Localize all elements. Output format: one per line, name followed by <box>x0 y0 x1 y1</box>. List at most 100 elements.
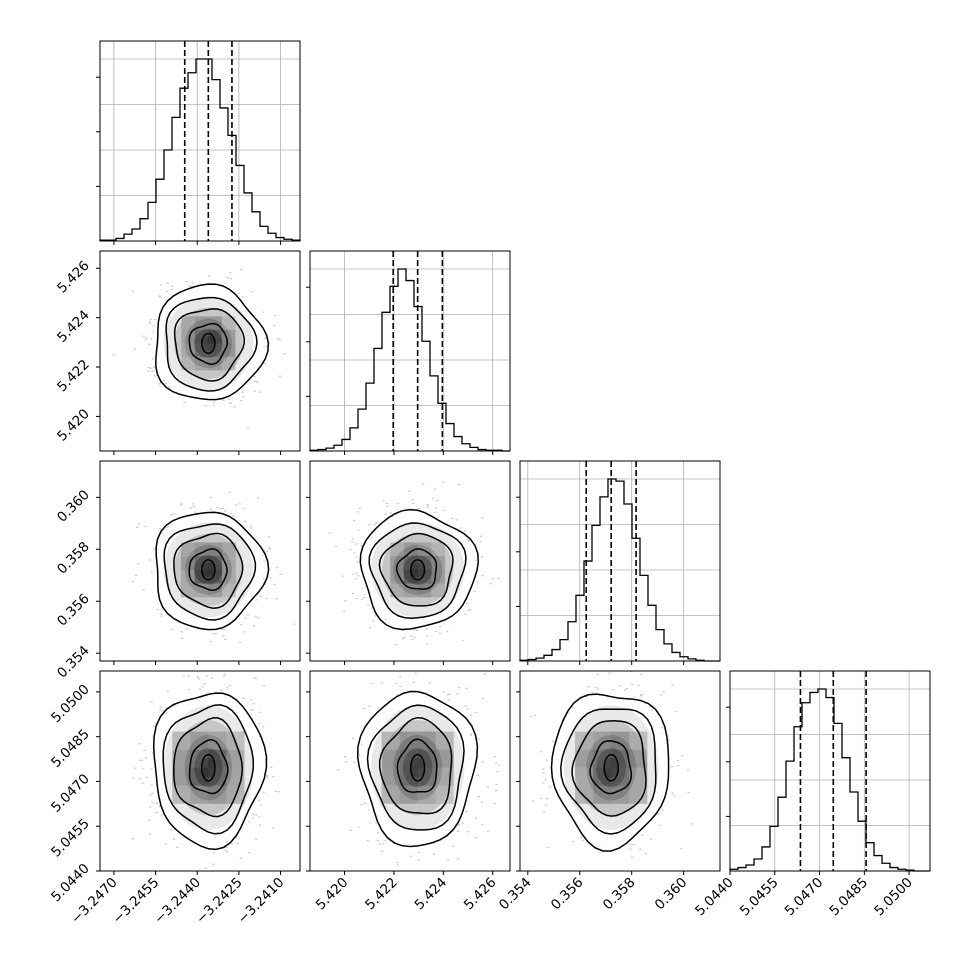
panel-3-0: −3.2470−3.2455−3.2440−3.2425−3.24105.044… <box>48 670 301 928</box>
contour-line <box>359 508 480 631</box>
contour-line <box>550 693 670 852</box>
y-tick-label: 5.0500 <box>48 681 93 726</box>
density-pixel <box>181 356 195 371</box>
histogram-step <box>309 268 510 452</box>
panel-frame <box>519 670 721 872</box>
y-tick-label: 5.0485 <box>48 726 93 771</box>
density-pixel <box>403 569 418 584</box>
contour-line <box>395 548 438 590</box>
density-pixel <box>381 749 400 768</box>
density-pixel <box>593 785 612 804</box>
contour-line <box>188 738 229 795</box>
density-pixel <box>629 731 648 750</box>
density-pixel <box>575 767 594 786</box>
y-tick-label: 5.424 <box>54 307 93 346</box>
density-pixel <box>417 767 436 786</box>
y-tick-label: 0.356 <box>54 591 93 630</box>
density-pixel <box>208 569 223 584</box>
contour-line <box>200 559 216 581</box>
density-pixel <box>190 731 209 750</box>
density-pixel <box>435 749 454 768</box>
panel-frame <box>99 250 301 452</box>
density-pixel <box>403 542 418 557</box>
x-tick-label: 5.0485 <box>826 875 871 920</box>
panel-frame <box>729 670 931 872</box>
panel-3-1: 5.420 5.422 5.424 5.426 <box>306 670 511 914</box>
contour-line <box>410 559 426 581</box>
x-tick-label: 0.356 <box>548 875 587 914</box>
contour-line <box>368 522 467 619</box>
x-tick-label: 5.0455 <box>737 875 782 920</box>
density-pixel <box>221 316 236 330</box>
density-pixel <box>222 569 236 584</box>
contour-line <box>162 704 255 835</box>
density-pixel <box>172 785 191 804</box>
density-pixel <box>194 542 209 557</box>
panel-frame <box>309 670 511 872</box>
panel-2-1 <box>306 460 511 665</box>
histogram-step <box>729 688 930 872</box>
histogram-step <box>519 478 720 662</box>
y-tick-label: 5.426 <box>54 258 93 297</box>
panel-2-0: 0.354 0.356 0.358 0.360 <box>54 460 301 681</box>
density-pixel <box>399 749 418 768</box>
contour-line <box>200 332 216 354</box>
contour-line <box>155 283 270 401</box>
contour-line <box>173 717 244 818</box>
x-tick-label: 5.0470 <box>782 875 827 920</box>
contour-line <box>188 548 228 592</box>
x-tick-label: 5.0440 <box>692 875 737 920</box>
density-pixel <box>611 749 630 768</box>
density-pixel <box>629 785 648 804</box>
panel-frame <box>519 460 721 662</box>
density-pixel <box>172 767 191 786</box>
density-pixel <box>194 356 209 371</box>
density-pixel <box>417 583 432 598</box>
contour-line <box>173 308 245 382</box>
density-pixel <box>194 343 209 357</box>
density-pixel <box>208 343 222 357</box>
x-tick-label: 5.0500 <box>871 875 916 920</box>
panel-frame <box>99 670 301 872</box>
panel-2-2 <box>516 460 721 665</box>
density-pixel <box>221 356 236 371</box>
x-tick-label: 5.426 <box>461 875 500 914</box>
contour-line <box>155 511 270 631</box>
density-pixel <box>435 785 454 804</box>
x-tick-label: −3.2410 <box>235 875 288 928</box>
contour-line <box>410 753 426 782</box>
density-pixel <box>172 749 191 768</box>
contour-line <box>366 704 465 831</box>
density-pixel <box>208 767 227 786</box>
density-pixel <box>381 767 400 786</box>
density-pixel <box>629 767 648 786</box>
density-pixel <box>208 329 222 344</box>
density-pixel <box>181 316 195 330</box>
panel-0-0 <box>96 40 301 245</box>
density-pixel <box>222 542 236 557</box>
contour-line <box>560 708 657 835</box>
contour-line <box>378 716 453 815</box>
density-pixel <box>417 749 436 768</box>
density-pixel <box>593 767 612 786</box>
density-pixel <box>399 767 418 786</box>
density-pixel <box>417 731 436 750</box>
panel-1-1 <box>306 250 511 455</box>
contour-line <box>163 523 257 621</box>
panel-frame <box>99 40 301 242</box>
density-pixel <box>593 749 612 768</box>
density-pixel <box>208 556 223 570</box>
panel-frame <box>309 460 511 662</box>
density-pixel <box>431 542 446 557</box>
density-pixel <box>611 731 630 750</box>
density-pixel <box>435 731 454 750</box>
contour-line <box>378 532 454 607</box>
panel-1-0: 5.420 5.422 5.424 5.426 <box>54 250 301 455</box>
density-pixel <box>399 785 418 804</box>
density-pixel <box>221 343 236 357</box>
density-pixel <box>194 569 209 584</box>
density-pixel <box>222 556 236 570</box>
density-pixel <box>431 583 446 598</box>
panel-frame <box>309 250 511 452</box>
